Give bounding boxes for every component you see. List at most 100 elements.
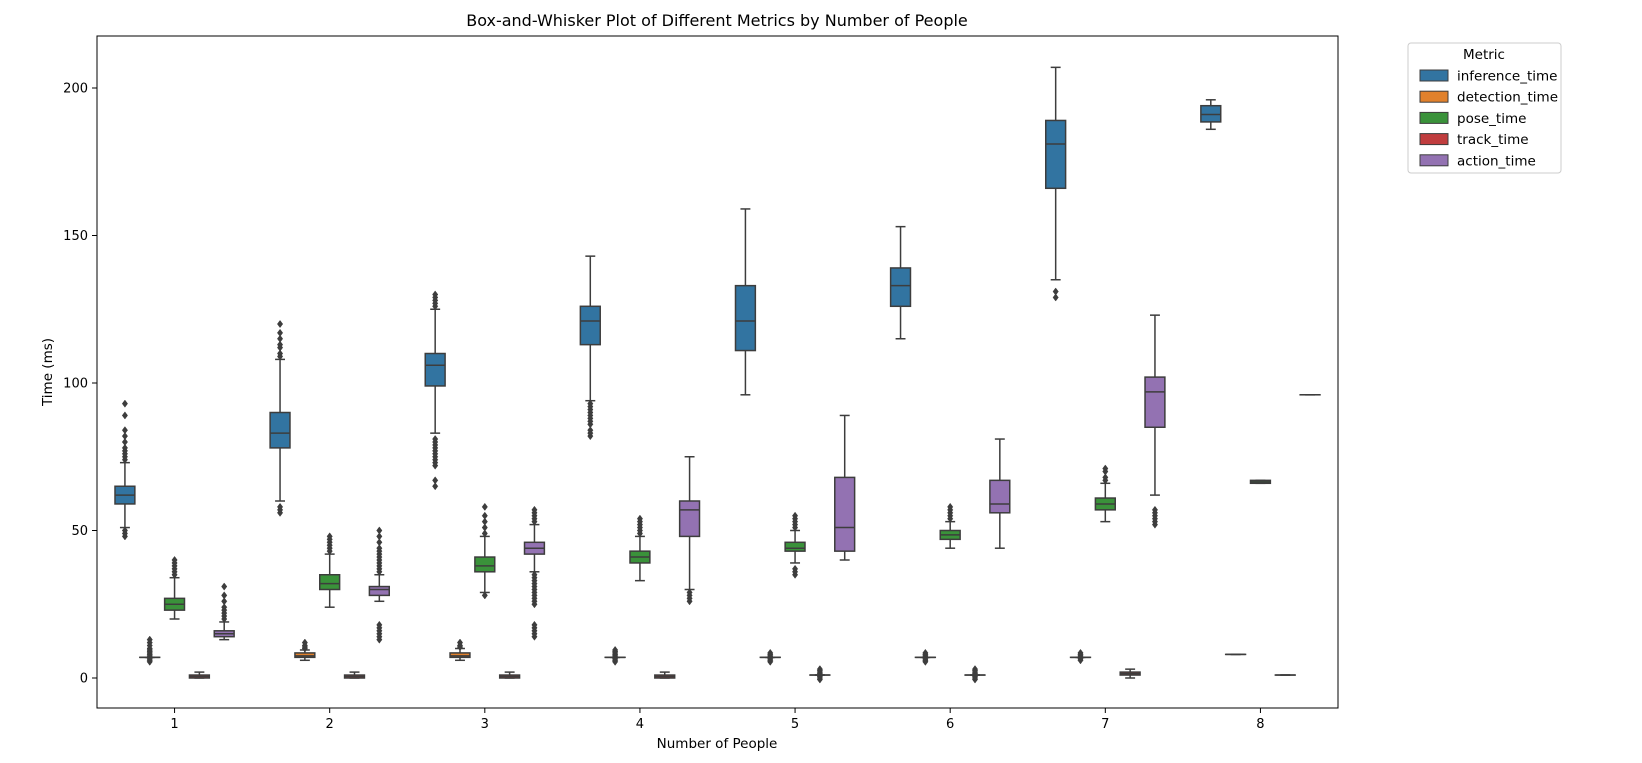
- box-body: [474, 556, 496, 573]
- y-axis: 0 50 100 150 200: [63, 82, 97, 687]
- y-tick-label: 0: [80, 672, 88, 687]
- box-pose_time-4: [629, 514, 651, 582]
- legend-swatch-pose_time: [1419, 111, 1449, 124]
- box-action_time-6: [989, 438, 1011, 549]
- outlier-point: [481, 502, 488, 511]
- box-action_time-5: [834, 414, 856, 561]
- outlier-point: [1102, 464, 1109, 473]
- box-track_time-2: [343, 671, 366, 679]
- box-detection_time-2: [294, 638, 316, 662]
- legend-label-track_time: track_time: [1457, 132, 1529, 148]
- outlier-point: [277, 340, 284, 349]
- box-pose_time-8: [1249, 479, 1272, 485]
- box-pose_time-7: [1094, 464, 1116, 523]
- outlier-point: [686, 588, 693, 597]
- outlier-point: [1052, 287, 1059, 296]
- box-body: [784, 541, 806, 552]
- outlier-point: [277, 349, 284, 358]
- outlier-point: [277, 502, 284, 511]
- box-track_time-7: [1119, 668, 1141, 679]
- outlier-point: [432, 482, 439, 491]
- outlier-point: [792, 511, 799, 520]
- outlier-point: [456, 638, 464, 647]
- legend-label-pose_time: pose_time: [1457, 111, 1526, 127]
- outlier-point: [301, 638, 308, 647]
- box-track_time-6: [964, 665, 986, 684]
- box-inference_time-8: [1200, 99, 1222, 131]
- outlier-point: [146, 635, 153, 644]
- outlier-point: [1102, 473, 1109, 482]
- box-pose_time-2: [319, 532, 341, 608]
- outlier-point: [221, 591, 228, 600]
- outlier-point: [531, 570, 538, 579]
- box-action_time-1: [213, 582, 235, 641]
- outlier-point: [792, 564, 799, 573]
- x-tick-label: 3: [481, 717, 489, 732]
- outlier-point: [121, 432, 128, 441]
- x-tick-label: 4: [636, 717, 644, 732]
- box-pose_time-5: [784, 511, 806, 579]
- legend-title: Metric: [1463, 47, 1505, 63]
- box-track_time-4: [654, 671, 676, 679]
- outlier-point: [481, 529, 488, 538]
- box-track_time-3: [498, 671, 521, 679]
- outlier-point: [376, 544, 383, 553]
- outlier-point: [121, 411, 128, 420]
- outlier-point: [481, 511, 488, 520]
- outlier-point: [481, 517, 488, 526]
- outlier-point: [221, 582, 228, 591]
- box-pose_time-3: [474, 502, 496, 600]
- outlier-point: [531, 505, 538, 514]
- y-axis-label: Time (ms): [40, 338, 56, 407]
- outlier-point: [767, 648, 774, 657]
- x-tick-label: 7: [1101, 717, 1109, 732]
- outlier-point: [326, 532, 333, 541]
- box-body: [579, 305, 601, 346]
- outlier-point: [376, 538, 383, 547]
- legend-swatch-track_time: [1419, 133, 1449, 146]
- x-tick-label: 2: [326, 717, 334, 732]
- outlier-point: [121, 443, 128, 452]
- outlier-point: [121, 426, 128, 435]
- outlier-point: [432, 476, 439, 485]
- legend-swatch-detection_time: [1419, 90, 1449, 103]
- box-action_time-7: [1144, 314, 1166, 529]
- outlier-point: [481, 523, 488, 532]
- box-pose_time-6: [939, 502, 961, 549]
- box-body: [734, 284, 757, 352]
- box-inference_time-2: [269, 319, 291, 517]
- box-body: [1144, 376, 1166, 429]
- box-detection_time-1: [139, 635, 161, 666]
- outlier-point: [1052, 293, 1059, 302]
- box-detection_time-5: [759, 648, 781, 666]
- outlier-point: [376, 526, 383, 535]
- box-body: [424, 352, 446, 387]
- outlier-point: [1151, 505, 1158, 514]
- box-detection_time-4: [604, 645, 626, 666]
- outlier-point: [481, 591, 488, 600]
- outlier-point: [432, 290, 439, 299]
- legend-label-inference_time: inference_time: [1457, 69, 1557, 85]
- outlier-point: [816, 665, 823, 674]
- box-body: [269, 411, 291, 449]
- box-body: [889, 267, 912, 308]
- box-body: [1044, 119, 1067, 190]
- y-tick-label: 100: [63, 377, 88, 392]
- box-pose_time-1: [163, 555, 186, 620]
- box-inference_time-4: [579, 255, 601, 441]
- box-detection_time-7: [1069, 648, 1092, 665]
- box-track_time-1: [188, 671, 211, 679]
- legend-swatch-inference_time: [1419, 69, 1449, 82]
- outlier-point: [121, 399, 128, 408]
- box-body: [834, 476, 856, 552]
- box-inference_time-3: [424, 290, 446, 491]
- x-axis: 1 2 3 4 5 6 7 8: [170, 708, 1265, 732]
- y-tick-label: 150: [63, 229, 88, 244]
- x-tick-label: 8: [1256, 717, 1264, 732]
- outlier-point: [612, 645, 619, 654]
- outlier-point: [277, 334, 284, 343]
- outlier-point: [221, 597, 228, 606]
- plot-area: [114, 66, 1321, 684]
- x-tick-label: 5: [791, 717, 799, 732]
